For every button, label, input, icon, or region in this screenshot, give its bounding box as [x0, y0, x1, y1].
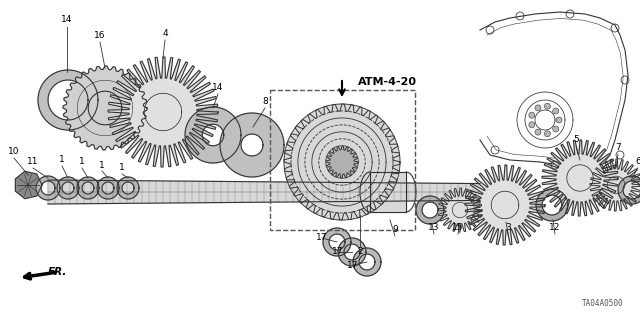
- Text: 17: 17: [332, 248, 344, 256]
- Polygon shape: [326, 146, 358, 178]
- Circle shape: [545, 103, 550, 109]
- Text: 12: 12: [549, 224, 561, 233]
- Text: 17: 17: [316, 234, 328, 242]
- Circle shape: [535, 129, 541, 135]
- Text: 1: 1: [99, 160, 105, 169]
- Polygon shape: [338, 238, 366, 266]
- Circle shape: [553, 108, 559, 114]
- Text: 1: 1: [79, 158, 85, 167]
- Polygon shape: [370, 172, 406, 212]
- Bar: [270, 90, 415, 230]
- Circle shape: [553, 126, 559, 132]
- Polygon shape: [36, 176, 60, 200]
- Text: 6: 6: [635, 158, 640, 167]
- Text: 14: 14: [212, 84, 224, 93]
- Text: 5: 5: [573, 136, 579, 145]
- Text: 3: 3: [505, 224, 511, 233]
- Text: 14: 14: [61, 16, 73, 25]
- Text: 4: 4: [162, 29, 168, 39]
- Circle shape: [545, 131, 550, 137]
- Circle shape: [529, 122, 535, 128]
- Polygon shape: [353, 248, 381, 276]
- Text: 7: 7: [615, 144, 621, 152]
- Text: 16: 16: [94, 32, 106, 41]
- Polygon shape: [97, 177, 119, 199]
- Text: 13: 13: [428, 224, 440, 233]
- Circle shape: [556, 117, 562, 123]
- Text: 1: 1: [119, 164, 125, 173]
- Text: TA04A0500: TA04A0500: [582, 299, 624, 308]
- Polygon shape: [77, 177, 99, 199]
- Polygon shape: [416, 196, 444, 224]
- Polygon shape: [108, 57, 218, 167]
- Text: 17: 17: [348, 261, 359, 270]
- Polygon shape: [536, 189, 568, 221]
- Text: 1: 1: [59, 155, 65, 165]
- Circle shape: [529, 112, 535, 118]
- Polygon shape: [438, 188, 482, 232]
- Text: ATM-4-20: ATM-4-20: [358, 77, 417, 87]
- Polygon shape: [323, 228, 351, 256]
- Polygon shape: [38, 70, 98, 130]
- Polygon shape: [63, 66, 147, 150]
- Text: 9: 9: [392, 226, 398, 234]
- Text: 8: 8: [262, 98, 268, 107]
- Polygon shape: [185, 107, 241, 163]
- Polygon shape: [48, 180, 480, 204]
- Circle shape: [535, 105, 541, 111]
- Polygon shape: [15, 171, 42, 199]
- Polygon shape: [465, 165, 545, 245]
- Polygon shape: [220, 113, 284, 177]
- Text: 11: 11: [28, 158, 39, 167]
- Polygon shape: [542, 140, 618, 216]
- Polygon shape: [590, 159, 640, 211]
- Polygon shape: [618, 176, 640, 204]
- Polygon shape: [57, 177, 79, 199]
- Text: 15: 15: [452, 224, 464, 233]
- Circle shape: [284, 104, 400, 220]
- Text: 2: 2: [357, 248, 363, 256]
- Text: FR.: FR.: [48, 267, 67, 277]
- Polygon shape: [117, 177, 139, 199]
- Text: 10: 10: [8, 147, 20, 157]
